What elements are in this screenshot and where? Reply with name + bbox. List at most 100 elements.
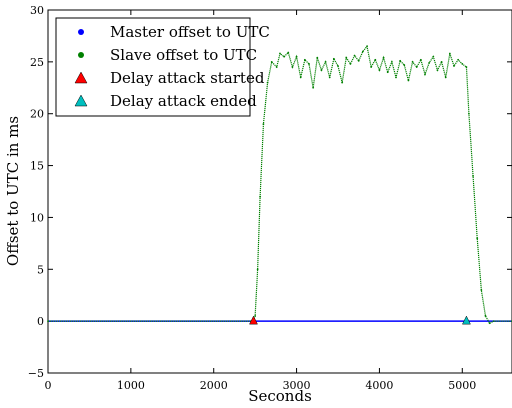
y-tick-label: 15 <box>30 160 44 173</box>
slave-point <box>259 195 262 198</box>
slave-point <box>492 320 495 323</box>
slave-point <box>345 56 348 59</box>
y-tick: 20 <box>30 108 512 121</box>
slave-point <box>353 54 356 57</box>
slave-point <box>428 61 431 64</box>
legend-attack-ended-marker <box>74 94 88 107</box>
slave-point <box>349 63 352 65</box>
slave-point <box>415 66 418 68</box>
y-tick: 10 <box>30 211 512 224</box>
slave-point <box>476 237 479 240</box>
y-axis-label: Offset to UTC in ms <box>4 116 22 266</box>
x-tick: 0 <box>45 10 52 392</box>
slave-point <box>295 55 298 58</box>
slave-point <box>419 58 422 61</box>
legend-attack-started-label: Delay attack started <box>110 69 265 87</box>
slave-point <box>366 45 368 48</box>
slave-point <box>399 59 402 62</box>
slave-point <box>407 79 410 82</box>
slave-point <box>390 60 393 63</box>
x-tick: 2000 <box>200 10 228 392</box>
data-layer <box>47 44 512 325</box>
slave-point <box>256 268 259 271</box>
slave-point <box>395 76 397 79</box>
legend-master-marker <box>78 29 84 35</box>
x-tick: 3000 <box>283 10 311 392</box>
slave-point <box>279 52 281 55</box>
slave-point <box>440 60 443 63</box>
marker-layer <box>249 315 471 325</box>
legend: Master offset to UTC Slave offset to UTC… <box>55 17 270 117</box>
slave-point <box>291 66 294 68</box>
x-tick: 5000 <box>448 10 476 392</box>
slave-point <box>287 51 290 54</box>
slave-point <box>341 81 344 84</box>
slave-point <box>432 55 435 58</box>
series-slave-offset <box>48 44 512 325</box>
slave-point <box>312 86 315 89</box>
slave-point <box>299 76 302 79</box>
legend-slave-label: Slave offset to UTC <box>110 46 257 64</box>
y-tick-label: −5 <box>28 367 44 380</box>
y-tick-label: 20 <box>30 108 44 121</box>
slave-point <box>47 320 49 323</box>
x-tick-label: 1000 <box>117 379 145 392</box>
slave-point <box>484 315 487 317</box>
y-tick: 25 <box>30 56 512 69</box>
attack-ended-marker <box>462 315 471 325</box>
slave-point <box>275 66 278 68</box>
slave-point <box>457 58 460 61</box>
slave-point <box>324 60 327 63</box>
legend-attack-ended-label: Delay attack ended <box>110 92 257 110</box>
x-tick-label: 2000 <box>200 379 228 392</box>
slave-point <box>411 60 414 63</box>
slave-point <box>472 175 474 177</box>
slave-point <box>403 64 406 66</box>
y-tick: 5 <box>37 263 512 276</box>
slave-point <box>465 66 468 68</box>
x-tick-label: 0 <box>45 379 52 392</box>
slave-point <box>332 57 335 60</box>
slave-point <box>303 58 306 61</box>
slave-point <box>382 56 385 59</box>
slave-point <box>378 69 381 72</box>
y-tick-label: 0 <box>37 315 44 328</box>
x-tick-label: 3000 <box>283 379 311 392</box>
y-tick-label: 30 <box>30 4 44 17</box>
slave-point <box>448 52 451 55</box>
slave-point <box>488 322 491 325</box>
x-tick: 1000 <box>117 10 145 392</box>
slave-point <box>357 59 360 62</box>
slave-point <box>386 71 389 74</box>
slave-point <box>374 58 377 61</box>
legend-master-label: Master offset to UTC <box>110 23 270 41</box>
legend-slave-marker <box>78 52 84 58</box>
slave-point <box>461 63 464 65</box>
slave-point <box>266 81 269 84</box>
y-tick: 30 <box>30 4 512 17</box>
x-tick-label: 5000 <box>448 379 476 392</box>
y-tick-label: 25 <box>30 56 44 69</box>
y-tick-label: 5 <box>37 263 44 276</box>
y-tick: −5 <box>28 367 512 380</box>
slave-point <box>337 65 339 67</box>
slave-point <box>320 69 323 72</box>
slave-point <box>316 56 319 59</box>
slave-point <box>328 76 331 79</box>
x-tick: 4000 <box>365 10 393 392</box>
slave-point <box>480 289 483 291</box>
x-tick-label: 4000 <box>365 379 393 392</box>
slave-point <box>262 123 265 125</box>
slave-point <box>283 55 286 58</box>
slave-point <box>424 73 426 76</box>
slave-point <box>453 65 455 67</box>
y-tick-label: 10 <box>30 211 44 224</box>
slave-point <box>254 315 257 317</box>
legend-box <box>55 17 251 117</box>
slave-point <box>308 63 310 65</box>
slave-point <box>468 112 470 115</box>
attack-started-marker <box>249 315 258 325</box>
x-axis-label: Seconds <box>248 387 312 405</box>
y-tick: 15 <box>30 160 512 173</box>
